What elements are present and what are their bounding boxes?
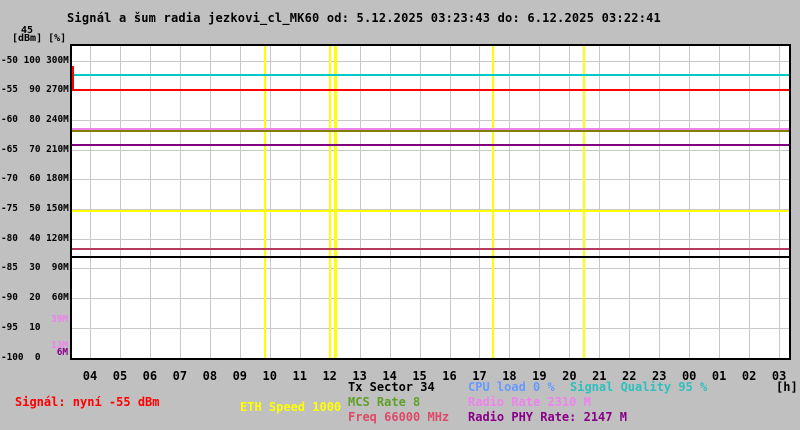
series-start-spike-signal xyxy=(72,66,74,91)
x-axis-label: 20 xyxy=(562,369,577,383)
y-axis-label: -80 40 120M xyxy=(1,232,69,244)
value-marker: 39M xyxy=(51,313,68,325)
x-axis-label: 18 xyxy=(502,369,517,383)
x-axis-label: 03 xyxy=(771,369,787,383)
gridline-vertical xyxy=(209,46,211,358)
gridline-vertical xyxy=(239,46,241,358)
gridline-vertical xyxy=(90,46,91,358)
x-axis-label: 13 xyxy=(352,369,367,383)
gridline-vertical xyxy=(449,46,451,358)
x-axis-label: 00 xyxy=(681,369,697,383)
event-line xyxy=(334,46,338,358)
event-line xyxy=(329,46,332,358)
x-axis-label: 22 xyxy=(622,369,637,383)
gridline-vertical xyxy=(569,46,571,358)
gridline-horizontal xyxy=(72,238,789,240)
series-line-signal-quality xyxy=(72,74,789,77)
gridline-vertical xyxy=(149,46,151,358)
gridline-vertical xyxy=(479,46,481,358)
event-line xyxy=(582,46,585,358)
legend-signal: Signál: nyní -55 dBm xyxy=(15,395,160,409)
chart-title: Signál a šum radia jezkovi_cl_MK60 od: 5… xyxy=(67,11,661,25)
gridline-vertical xyxy=(659,46,661,358)
x-axis-label: 09 xyxy=(232,369,248,383)
gridline-vertical xyxy=(299,46,301,358)
legend-cpu-load: CPU load 0 % xyxy=(468,380,555,394)
gridline-vertical xyxy=(599,46,601,358)
x-axis-label: 19 xyxy=(532,369,547,383)
gridline-vertical xyxy=(779,46,781,358)
event-line xyxy=(264,46,267,358)
gridline-horizontal xyxy=(72,179,789,181)
x-axis-unit-label: [h] xyxy=(776,380,798,394)
gridline-vertical xyxy=(629,46,631,358)
gridline-vertical xyxy=(749,46,751,358)
y-axis-label: -95 10 xyxy=(1,321,41,333)
gridline-vertical xyxy=(689,46,691,358)
y-axis-label: -75 50 150M xyxy=(1,203,69,214)
gridline-horizontal xyxy=(72,298,789,300)
legend-freq: Freq 66000 MHz xyxy=(348,410,450,424)
legend-eth-speed: ETH Speed 1000 xyxy=(240,400,342,414)
value-marker: 13M xyxy=(51,339,68,351)
legend-signal-quality: Signal Quality 95 % xyxy=(570,380,708,394)
y-axis-label: -100 0 xyxy=(1,351,41,363)
x-axis-label: 11 xyxy=(292,369,307,383)
y-axis-label: -90 20 60M xyxy=(1,292,69,304)
y-axis-label: -60 80 240M xyxy=(1,113,69,125)
x-axis-label: 12 xyxy=(322,369,337,383)
y-axis-top-label: 45 xyxy=(21,25,34,36)
y-axis-label: -70 60 180M xyxy=(1,173,69,185)
gridline-horizontal xyxy=(72,60,789,62)
x-axis-label: 07 xyxy=(172,369,188,383)
gridline-vertical xyxy=(269,46,271,358)
x-axis-label: 10 xyxy=(262,369,277,383)
x-axis-label: 16 xyxy=(442,369,457,383)
x-axis-label: 17 xyxy=(472,369,487,383)
gridline-vertical xyxy=(389,46,391,358)
series-line-radio-phy-rate xyxy=(72,143,789,146)
gridline-vertical xyxy=(539,46,541,358)
x-axis-label: 04 xyxy=(82,369,98,383)
series-line-mcs-rate xyxy=(72,129,789,132)
y-axis-label: -65 70 210M xyxy=(1,143,69,155)
series-line-tx-sector xyxy=(72,255,789,258)
gridline-vertical xyxy=(719,46,721,358)
series-line-eth-speed xyxy=(72,209,789,212)
series-line-signal xyxy=(72,89,789,92)
x-axis-label: 05 xyxy=(112,369,128,383)
gridline-horizontal xyxy=(72,209,789,210)
gridline-horizontal xyxy=(72,268,789,270)
y-axis-label: -55 90 270M xyxy=(1,84,69,96)
gridline-vertical xyxy=(419,46,421,358)
x-axis-label: 06 xyxy=(142,369,158,383)
series-line-radio-rate xyxy=(72,127,789,130)
event-line xyxy=(492,46,495,358)
x-axis-label: 02 xyxy=(741,369,757,383)
x-axis-label: 01 xyxy=(711,369,727,383)
gridline-vertical xyxy=(119,46,121,358)
legend-radio-rate: Radio Rate 2310 M xyxy=(468,395,591,409)
y-axis-label: -50 100 300M xyxy=(1,54,69,66)
x-axis-label: 14 xyxy=(382,369,397,383)
y-axis-label: -85 30 90M xyxy=(1,262,69,274)
x-axis-label: 15 xyxy=(412,369,427,383)
plot-area xyxy=(70,44,791,360)
x-axis-label: 21 xyxy=(592,369,607,383)
gridline-horizontal xyxy=(72,327,789,329)
gridline-horizontal xyxy=(72,119,789,121)
gridline-vertical xyxy=(509,46,511,358)
legend-tx-sector: Tx Sector 34 xyxy=(348,380,435,394)
x-axis-label: 23 xyxy=(652,369,667,383)
series-line-freq xyxy=(72,247,789,250)
gridline-horizontal xyxy=(72,149,789,151)
gridline-vertical xyxy=(359,46,361,358)
legend-mcs-rate: MCS Rate 8 xyxy=(348,395,421,409)
value-marker: 6M xyxy=(56,346,68,358)
gridline-vertical xyxy=(179,46,181,358)
x-axis-label: 08 xyxy=(202,369,218,383)
y-axis-units-label: [dBm] [%] xyxy=(12,33,67,44)
legend-radio-phy-rate: Radio PHY Rate: 2147 M xyxy=(468,410,627,424)
